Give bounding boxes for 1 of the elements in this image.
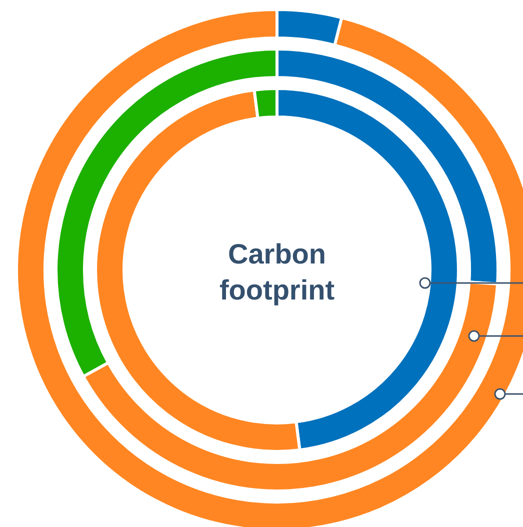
text: Carbon footprint [219,238,335,306]
